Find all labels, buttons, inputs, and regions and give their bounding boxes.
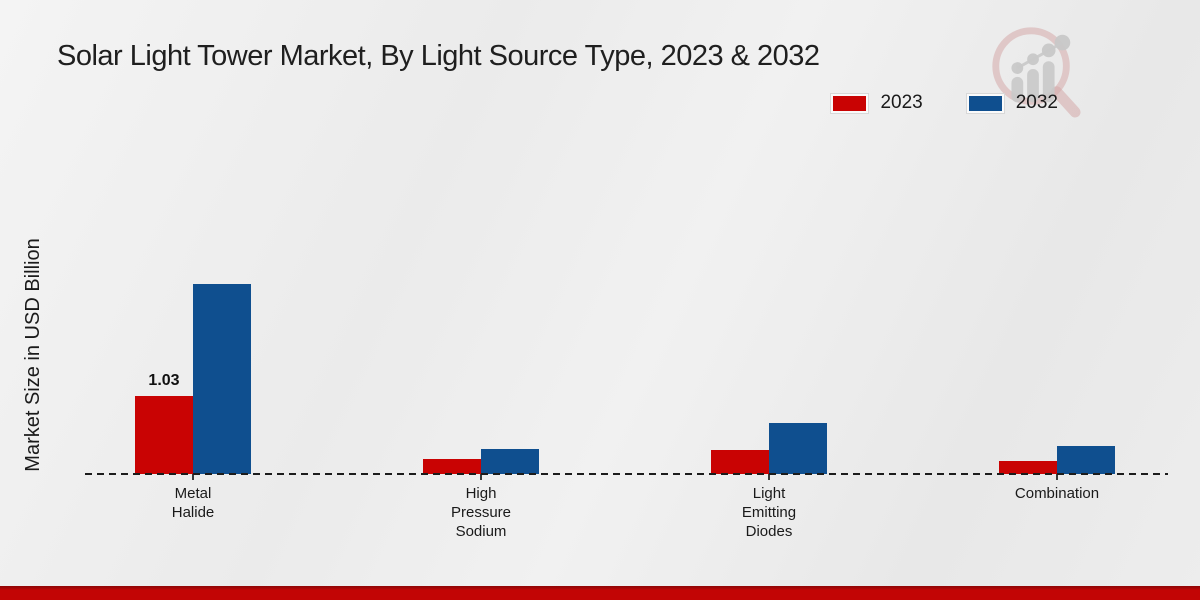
bar-pair [711, 423, 827, 474]
category-label-combination: Combination [1014, 485, 1100, 502]
bar-group-high-pressure-sodium: High Pressure Sodium [337, 0, 625, 540]
bar-2023-combination [999, 461, 1057, 474]
bar-group-light-emitting-diodes: Light Emitting Diodes [625, 0, 913, 540]
legend: 2023 2032 [831, 92, 1058, 114]
legend-swatch-2032 [966, 93, 1004, 113]
bar-2023-metal-halide: 1.03 [135, 372, 193, 474]
x-axis-baseline [85, 473, 1168, 475]
category-label-metal-halide: Metal Halide [171, 485, 215, 521]
x-axis-tick [480, 474, 482, 480]
bar-2032-combination [1057, 446, 1115, 474]
bar-2032-light-emitting-diodes [769, 423, 827, 474]
legend-label: 2023 [880, 92, 923, 113]
bar-value-label: 1.03 [148, 372, 180, 389]
magnifier-chart-logo-icon [992, 27, 1081, 118]
legend-swatch-2023 [831, 93, 869, 113]
x-axis-tick [768, 474, 770, 480]
legend-item-2023: 2023 [831, 92, 923, 114]
bar-group-combination: Combination [913, 0, 1200, 502]
x-axis-tick [192, 474, 194, 480]
category-label-high-pressure-sodium: High Pressure Sodium [450, 485, 512, 540]
chart-title: Solar Light Tower Market, By Light Sourc… [57, 40, 820, 72]
bar-2023-light-emitting-diodes [711, 450, 769, 474]
bar-pair: 1.03 [135, 284, 251, 474]
footer-accent-strip [0, 586, 1200, 600]
legend-item-2032: 2032 [966, 92, 1058, 114]
bar-pair [999, 446, 1115, 474]
x-axis-tick [1056, 474, 1058, 480]
legend-label: 2032 [1015, 92, 1058, 113]
bar-2032-metal-halide [193, 284, 251, 474]
category-label-light-emitting-diodes: Light Emitting Diodes [741, 485, 797, 540]
bar-2023-high-pressure-sodium [423, 459, 481, 474]
bar-pair [423, 449, 539, 474]
y-axis-label: Market Size in USD Billion [22, 238, 44, 472]
bar-group-metal-halide: 1.03 Metal Halide [49, 0, 337, 521]
bar-2032-high-pressure-sodium [481, 449, 539, 474]
plot-area: 1.03 Metal Halide High Pressure Sodium Ligh… [49, 0, 1200, 540]
